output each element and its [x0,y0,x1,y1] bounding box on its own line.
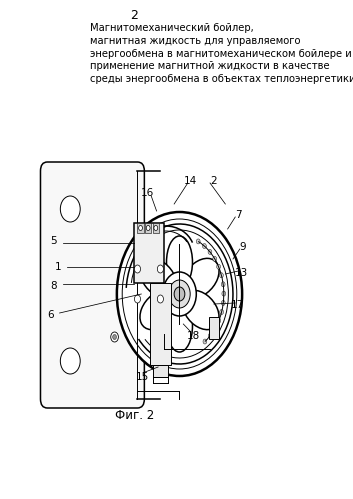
Text: 17: 17 [231,300,244,310]
Circle shape [139,226,143,231]
Ellipse shape [140,290,177,330]
Text: 2: 2 [131,9,138,22]
Circle shape [217,264,221,269]
Ellipse shape [167,300,192,352]
Circle shape [220,309,223,314]
Circle shape [111,332,118,342]
Bar [209,317,219,339]
Circle shape [122,219,237,369]
Circle shape [60,196,80,222]
Circle shape [203,339,207,344]
Circle shape [209,333,212,338]
Circle shape [134,265,140,273]
Circle shape [146,226,150,231]
Text: 15: 15 [136,372,149,382]
Circle shape [221,300,225,305]
Text: 5: 5 [50,236,57,246]
Circle shape [169,280,190,308]
Text: 9: 9 [240,242,246,252]
Circle shape [222,291,226,296]
Circle shape [154,226,158,231]
Circle shape [208,250,212,254]
Ellipse shape [182,258,219,297]
Text: 1: 1 [55,262,61,272]
Circle shape [60,348,80,374]
Circle shape [113,334,116,339]
Text: 8: 8 [50,281,57,291]
Circle shape [217,318,221,323]
Bar [153,223,159,233]
Text: 6: 6 [47,310,54,320]
Circle shape [203,244,206,249]
Ellipse shape [140,258,177,297]
Text: Фиг. 2: Фиг. 2 [115,409,154,422]
Bar [137,223,144,233]
Circle shape [157,295,163,303]
Text: 2: 2 [210,176,216,186]
Text: 18: 18 [187,331,200,341]
Text: 16: 16 [141,188,154,198]
Ellipse shape [167,236,192,288]
Bar [153,365,168,377]
Circle shape [196,239,200,244]
Circle shape [213,256,217,261]
Text: 13: 13 [235,268,248,278]
Text: Магнитомеханический бойлер,
магнитная жидкость для управляемого
энергообмена в м: Магнитомеханический бойлер, магнитная жи… [90,23,353,84]
Text: 7: 7 [235,210,241,220]
Circle shape [134,295,140,303]
Circle shape [220,273,223,278]
Text: 14: 14 [184,176,197,186]
Ellipse shape [182,290,219,330]
Circle shape [174,287,185,301]
Bar [145,223,151,233]
Circle shape [117,212,242,376]
Bar [150,283,171,365]
Circle shape [163,272,196,316]
Circle shape [157,265,163,273]
Circle shape [221,282,225,287]
Circle shape [213,326,217,331]
FancyBboxPatch shape [41,162,144,408]
Bar [134,223,164,283]
